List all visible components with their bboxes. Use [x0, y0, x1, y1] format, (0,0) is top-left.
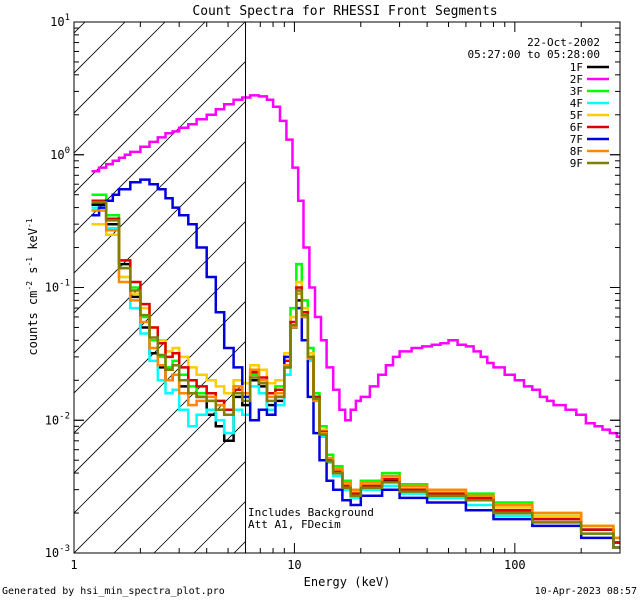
y-tick-label: 10-2 — [45, 411, 70, 427]
hatch-line — [74, 22, 286, 234]
series-layer — [91, 94, 620, 549]
y-tick-label: 100 — [50, 146, 70, 162]
series-line-7F — [91, 178, 620, 549]
legend-label-4F: 4F — [570, 97, 583, 110]
time-range-label: 05:27:00 to 05:28:00 — [468, 48, 600, 61]
legend-label-3F: 3F — [570, 85, 583, 98]
legend-label-5F: 5F — [570, 109, 583, 122]
series-line-9F — [91, 200, 620, 549]
legend-label-1F: 1F — [570, 61, 583, 74]
footer-generated: Generated by hsi_min_spectra_plot.pro — [2, 586, 225, 597]
x-tick-labels: 1 10 100 — [70, 558, 525, 572]
legend-label-9F: 9F — [570, 157, 583, 170]
legend-label-2F: 2F — [570, 73, 583, 86]
hatch-line — [74, 22, 166, 114]
y-axis-label: counts cm-2 s-1 keV-1 — [25, 218, 40, 355]
hatch-line — [74, 22, 206, 154]
y-tick-labels: 10-3 10-2 10-1 100 101 — [45, 13, 70, 560]
x-axis-label: Energy (keV) — [304, 575, 391, 589]
series-line-2F — [91, 94, 620, 439]
legend-label-8F: 8F — [570, 145, 583, 158]
footer-date: 10-Apr-2023 08:57 — [535, 586, 637, 597]
legend-label-7F: 7F — [570, 133, 583, 146]
chart-title: Count Spectra for RHESSI Front Segments — [192, 4, 497, 19]
axis-ticks — [73, 21, 621, 554]
hatch-line — [634, 22, 640, 553]
hatch-line — [74, 22, 86, 34]
hatch-line — [0, 22, 5, 553]
hatch-line — [74, 22, 246, 194]
legend-label-6F: 6F — [570, 121, 583, 134]
y-tick-label: 10-3 — [45, 544, 70, 560]
series-line-8F — [91, 209, 620, 540]
x-tick-label: 100 — [504, 558, 526, 572]
hatch-region — [0, 22, 640, 553]
y-tick-label: 10-1 — [45, 279, 70, 295]
hatch-mask — [245, 22, 620, 553]
x-tick-label: 10 — [287, 558, 301, 572]
hatch-line — [74, 22, 326, 274]
y-tick-label: 101 — [50, 13, 70, 29]
x-tick-label: 1 — [70, 558, 77, 572]
date-label: 22-Oct-2002 — [527, 36, 600, 49]
annotation-attenuator: Att A1, FDecim — [248, 518, 341, 531]
annotation-background: Includes Background — [248, 506, 374, 519]
hatch-line — [0, 22, 45, 553]
